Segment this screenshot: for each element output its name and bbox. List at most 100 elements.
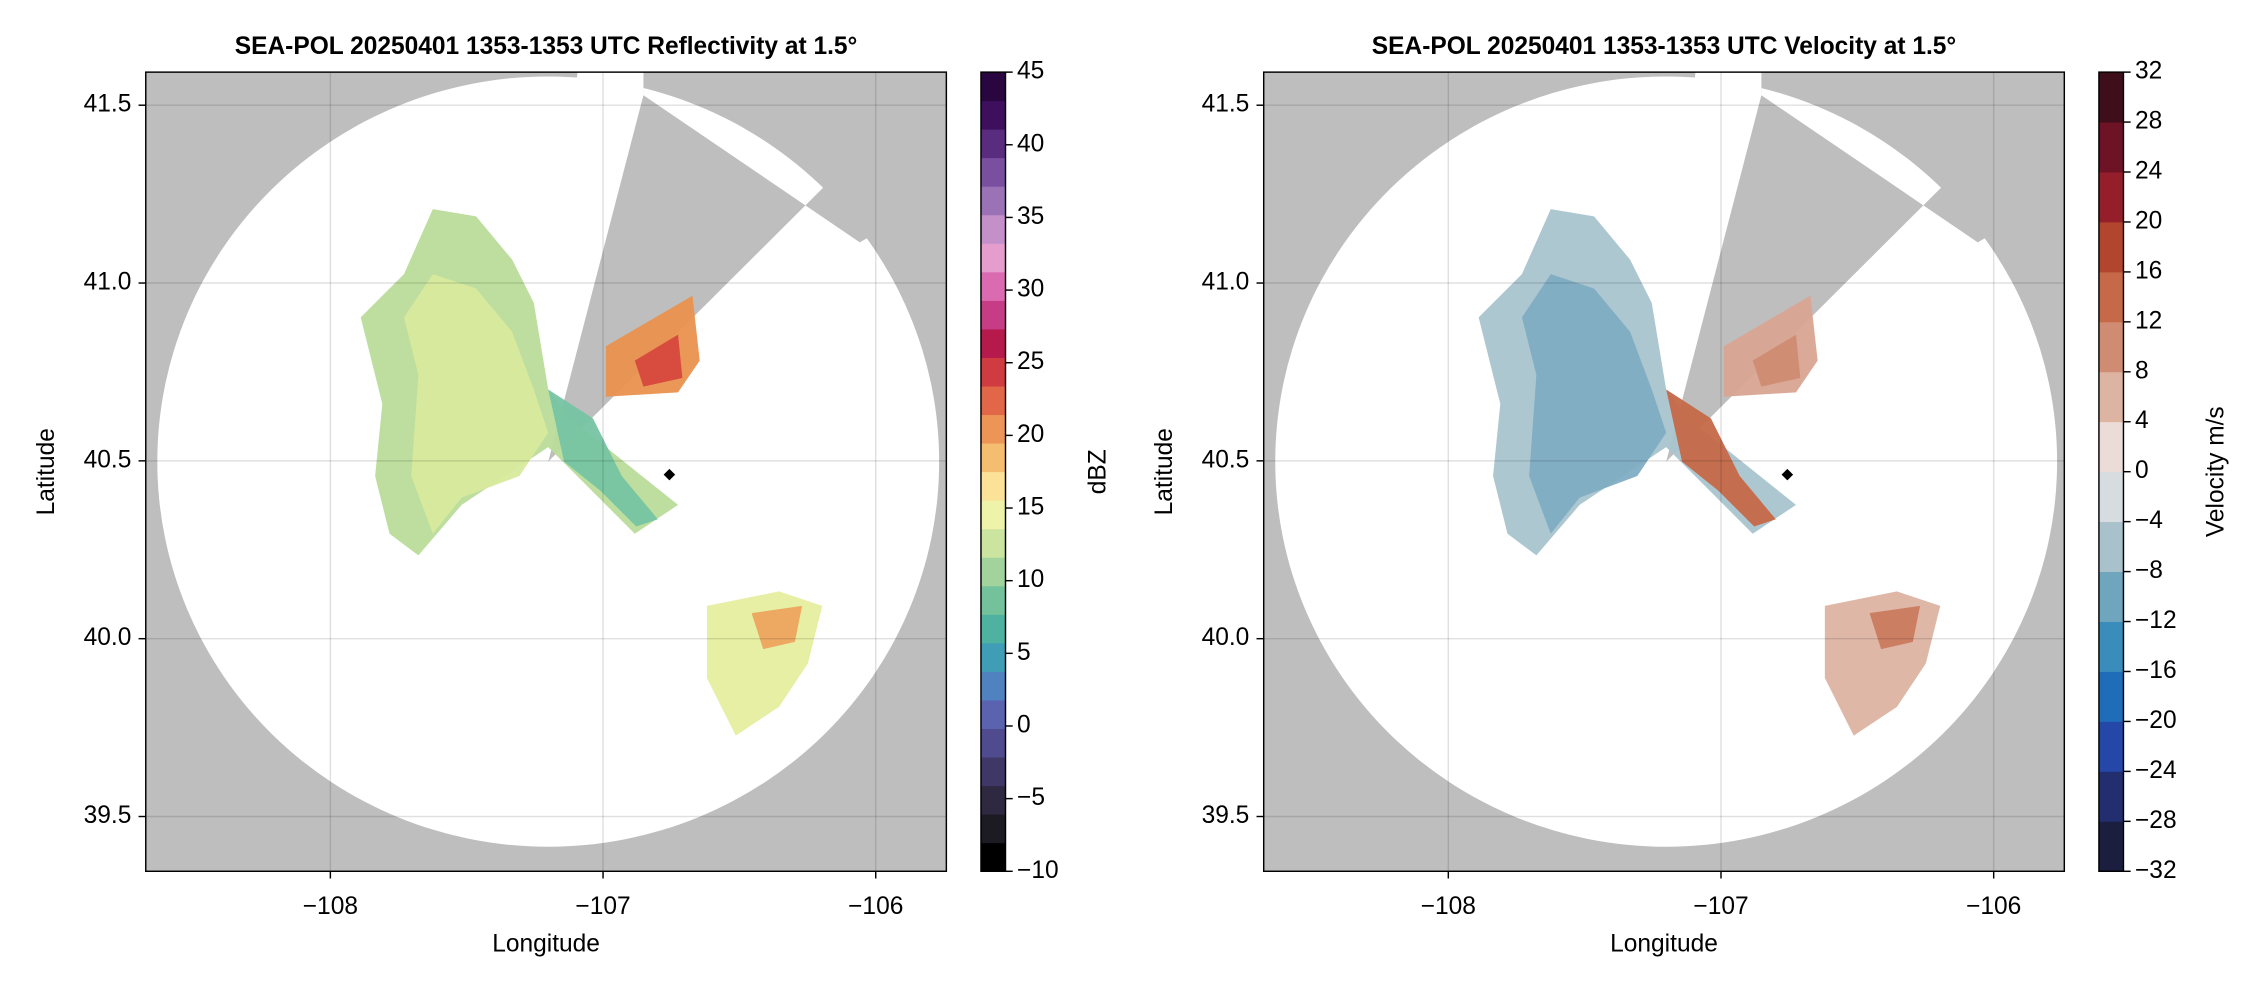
- y-tick-label: 40.0: [84, 624, 132, 651]
- y-tick-label: 41.5: [1202, 91, 1250, 118]
- y-tick-label: 41.0: [84, 269, 132, 296]
- colorbar-band: [2098, 821, 2124, 872]
- colorbar-frame: [980, 71, 1007, 873]
- echo: [634, 334, 683, 387]
- colorbar-tick-label: 20: [1017, 421, 1044, 448]
- colorbar-tick-label: 0: [2135, 457, 2149, 484]
- x-axis-label: Longitude: [1610, 930, 1718, 957]
- colorbar-tick-label: 16: [2135, 257, 2162, 284]
- colorbar-band: [980, 700, 1006, 730]
- colorbar-tick-label: 0: [1017, 711, 1031, 738]
- map: [1263, 72, 2065, 872]
- x-tick-label: −106: [1966, 893, 2021, 920]
- echo: [548, 389, 658, 527]
- colorbar-tick-label: −5: [1017, 784, 1045, 811]
- colorbar-tick-label: 35: [1017, 203, 1044, 230]
- echo: [403, 274, 549, 534]
- colorbar-band: [980, 757, 1006, 787]
- y-tick-label: 40.5: [1202, 446, 1250, 473]
- colorbar-tick-label: −16: [2135, 657, 2177, 684]
- colorbar-band: [2098, 321, 2124, 373]
- colorbar-tick-label: 12: [2135, 307, 2162, 334]
- colorbar-band: [980, 100, 1006, 130]
- colorbar-band: [2098, 221, 2124, 273]
- colorbar-tick-label: 4: [2135, 407, 2149, 434]
- colorbar-tick-label: 25: [1017, 348, 1044, 375]
- colorbar-tick-label: −32: [2135, 857, 2177, 884]
- colorbar-band: [980, 186, 1006, 216]
- colorbar-band: [2098, 671, 2124, 722]
- colorbar-band: [980, 157, 1006, 187]
- x-tick-label: −108: [1421, 893, 1476, 920]
- blocked-sector: [548, 72, 947, 462]
- colorbar-tick-label: 5: [1017, 639, 1031, 666]
- colorbar-tick-label: −10: [1017, 857, 1059, 884]
- colorbar-tick-label: 28: [2135, 108, 2162, 135]
- colorbar-tick-label: 24: [2135, 158, 2162, 185]
- colorbar-tick-label: −12: [2135, 607, 2177, 634]
- radar-site: [1781, 468, 1794, 481]
- colorbar-band: [980, 443, 1006, 473]
- radar-site: [663, 468, 676, 481]
- colorbar-label: Velocity m/s: [2203, 406, 2230, 537]
- colorbar-tick-label: −4: [2135, 507, 2163, 534]
- x-tick-label: −107: [1693, 893, 1748, 920]
- colorbar-band: [980, 300, 1006, 330]
- blocked-edge: [1666, 72, 1762, 462]
- colorbar-band: [980, 557, 1006, 587]
- chart-title: SEA-POL 20250401 1353-1353 UTC Reflectiv…: [235, 33, 858, 60]
- colorbar-band: [980, 386, 1006, 416]
- colorbar-band: [2098, 271, 2124, 323]
- y-tick-label: 39.5: [1202, 802, 1250, 829]
- colorbar-tick-label: −28: [2135, 807, 2177, 834]
- y-tick-label: 41.5: [84, 91, 132, 118]
- x-axis-label: Longitude: [492, 930, 600, 957]
- colorbar-band: [2098, 471, 2124, 523]
- colorbar-band: [2098, 122, 2124, 173]
- chart-title: SEA-POL 20250401 1353-1353 UTC Velocity …: [1372, 33, 1956, 60]
- blocked-sector: [1666, 72, 2065, 462]
- colorbar-tick-label: 15: [1017, 494, 1044, 521]
- colorbar-tick-label: 30: [1017, 276, 1044, 303]
- colorbar-band: [980, 414, 1006, 444]
- colorbar-band: [2098, 421, 2124, 473]
- colorbar-band: [2098, 521, 2124, 573]
- echo: [1869, 605, 1921, 650]
- y-tick-label: 39.5: [84, 802, 132, 829]
- colorbar-band: [980, 72, 1006, 102]
- colorbar-band: [980, 614, 1006, 644]
- colorbar-band: [2098, 172, 2124, 223]
- echo: [1666, 389, 1776, 527]
- colorbar-band: [2098, 371, 2124, 423]
- colorbar-band: [980, 271, 1006, 301]
- colorbar-band: [980, 214, 1006, 244]
- x-tick-label: −108: [303, 893, 358, 920]
- y-axis-label: Latitude: [33, 428, 60, 515]
- axes-frame: [1262, 71, 2066, 873]
- colorbar-tick-label: 32: [2135, 58, 2162, 85]
- colorbar-band: [2098, 721, 2124, 772]
- colorbar-band: [2098, 621, 2124, 672]
- y-tick-label: 40.0: [1202, 624, 1250, 651]
- colorbar-band: [980, 528, 1006, 558]
- colorbar-band: [980, 814, 1006, 844]
- colorbar-band: [980, 328, 1006, 358]
- echo: [1752, 334, 1801, 387]
- y-tick-label: 40.5: [84, 446, 132, 473]
- colorbar-band: [980, 243, 1006, 273]
- y-axis-label: Latitude: [1151, 428, 1178, 515]
- colorbar-band: [980, 471, 1006, 501]
- colorbar-band: [980, 671, 1006, 701]
- colorbar-band: [2098, 72, 2124, 123]
- colorbar-band: [980, 500, 1006, 530]
- x-tick-label: −107: [575, 893, 630, 920]
- colorbar-band: [980, 357, 1006, 387]
- colorbar-band: [980, 585, 1006, 615]
- colorbar-band: [980, 785, 1006, 815]
- map: [145, 72, 947, 872]
- colorbar-band: [980, 842, 1006, 872]
- colorbar-tick-label: −8: [2135, 557, 2163, 584]
- colorbar-tick-label: 45: [1017, 58, 1044, 85]
- x-tick-label: −106: [848, 893, 903, 920]
